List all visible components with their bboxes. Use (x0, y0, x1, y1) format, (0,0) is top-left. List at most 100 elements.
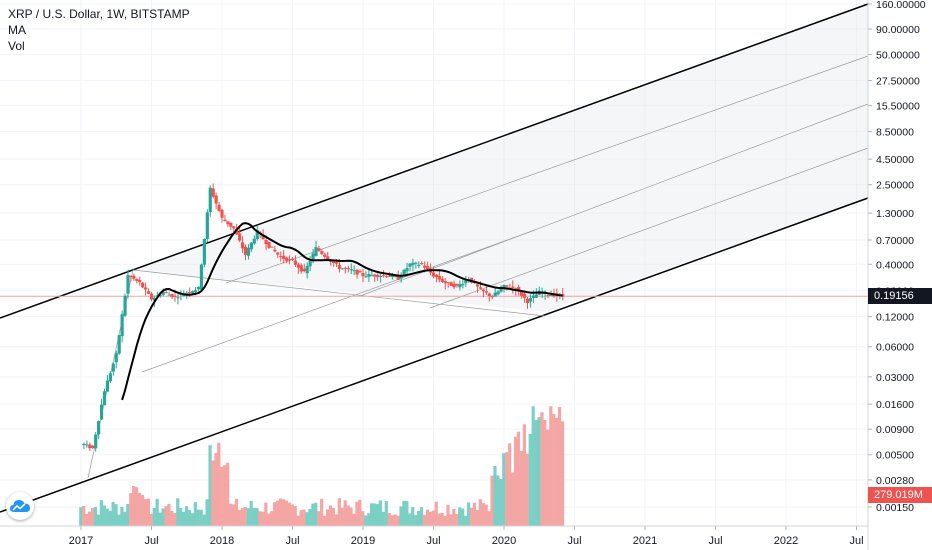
y-tick-label: 0.40000 (876, 259, 914, 271)
candle-body (223, 219, 227, 222)
candle-body (452, 283, 456, 288)
volume-bar (273, 502, 277, 526)
volume-bar (414, 515, 418, 526)
candle-body (267, 241, 271, 248)
candle-body (411, 262, 415, 266)
candle-body (91, 445, 95, 449)
volume-bar (249, 500, 253, 526)
volume-bar (135, 487, 139, 526)
candle-body (399, 276, 403, 279)
volume-bar (437, 513, 441, 526)
volume-indicator-label[interactable]: Vol (8, 39, 25, 53)
volume-bar (137, 492, 142, 526)
candle-body (520, 291, 524, 296)
candle-body (193, 290, 198, 292)
x-tick-label: 2020 (492, 535, 516, 547)
volume-bar (93, 506, 98, 526)
candle-body (349, 269, 353, 271)
candle-body (252, 238, 256, 244)
x-tick-label: 2017 (69, 535, 93, 547)
volume-bar (490, 475, 494, 526)
volume-bar (372, 503, 377, 526)
volume-bar (434, 501, 438, 526)
candle-body (367, 274, 371, 277)
candle-body (188, 291, 192, 293)
volume-bar (229, 503, 233, 526)
candle-body (240, 242, 245, 249)
price-axis[interactable]: 160.00000 90.00000 50.00000 27.50000 15.5000… (868, 0, 926, 514)
ma-indicator-label[interactable]: MA (8, 23, 26, 37)
candle-body (226, 221, 230, 225)
volume-bar (340, 507, 344, 526)
candle-body (443, 281, 447, 284)
pitchfork-drawing[interactable] (0, 3, 869, 513)
volume-bar (82, 505, 86, 526)
candle-body (481, 289, 486, 292)
grid (0, 0, 868, 526)
candle-body (202, 238, 206, 265)
last-price-label: 0.19156 (868, 288, 932, 304)
volume-bar (90, 508, 95, 526)
candle-body (423, 265, 427, 268)
symbol-title[interactable]: XRP / U.S. Dollar, 1W, BITSTAMP (8, 7, 190, 21)
volume-bar (402, 501, 406, 526)
candle-body (161, 292, 165, 295)
candle-body (229, 222, 233, 227)
candle-body (346, 268, 350, 270)
y-tick-label: 2.50000 (876, 180, 914, 192)
y-tick-label: 90.00000 (876, 24, 920, 36)
pitchfork-inner-line (429, 147, 869, 309)
candle-body (82, 443, 86, 445)
candle-body (85, 444, 89, 446)
volume-bar (375, 504, 380, 526)
candle-body (493, 292, 497, 297)
volume-bar (534, 419, 538, 526)
y-tick-label: 0.01600 (876, 399, 914, 411)
volume-bar (79, 507, 83, 526)
candle-body (514, 288, 518, 290)
candle-body (185, 292, 189, 294)
volume-bar (346, 505, 350, 526)
y-tick-label: 160.00000 (876, 0, 926, 11)
candle-body (379, 276, 383, 278)
volume-bar (546, 429, 550, 526)
volume-bar (511, 472, 515, 526)
volume-bar (472, 502, 477, 526)
candle-body (396, 275, 400, 280)
candle-body (138, 279, 142, 283)
volume-bar (234, 498, 239, 526)
candle-body (502, 284, 506, 289)
volume-bar (343, 500, 347, 526)
volume-bar (452, 508, 456, 526)
volume-bar (358, 499, 362, 526)
volume-bar (425, 509, 430, 526)
candle-body (264, 240, 268, 245)
candle-body (434, 274, 439, 278)
candle-body (282, 255, 286, 259)
last-volume-label: 279.019M (868, 487, 932, 503)
candle-body (458, 284, 462, 288)
candle-body (499, 288, 503, 292)
candle-body (417, 264, 421, 266)
volume-bar (182, 511, 186, 526)
volume-bar (88, 511, 92, 526)
candle-body (320, 251, 324, 255)
time-axis[interactable]: 2017 Jul 2018 Jul 2019 Jul 2020 Jul 2021 Jul 2022 J… (69, 526, 864, 547)
volume-bar (320, 498, 324, 526)
volume-bar (361, 511, 365, 526)
volume-bar (96, 514, 101, 526)
volume-bar (349, 507, 353, 526)
candle-body (97, 420, 101, 435)
candle-body (431, 272, 436, 277)
candle-body (108, 373, 112, 382)
volume-bar (516, 431, 521, 526)
pitchfork-inner-line (359, 103, 869, 297)
candle-body (255, 229, 259, 240)
candle-body (117, 335, 121, 354)
volume-bar (508, 443, 512, 526)
volume-bar (481, 503, 485, 526)
volume-bar (99, 500, 103, 526)
tradingview-logo[interactable] (6, 492, 34, 520)
volume-bar (531, 406, 535, 526)
